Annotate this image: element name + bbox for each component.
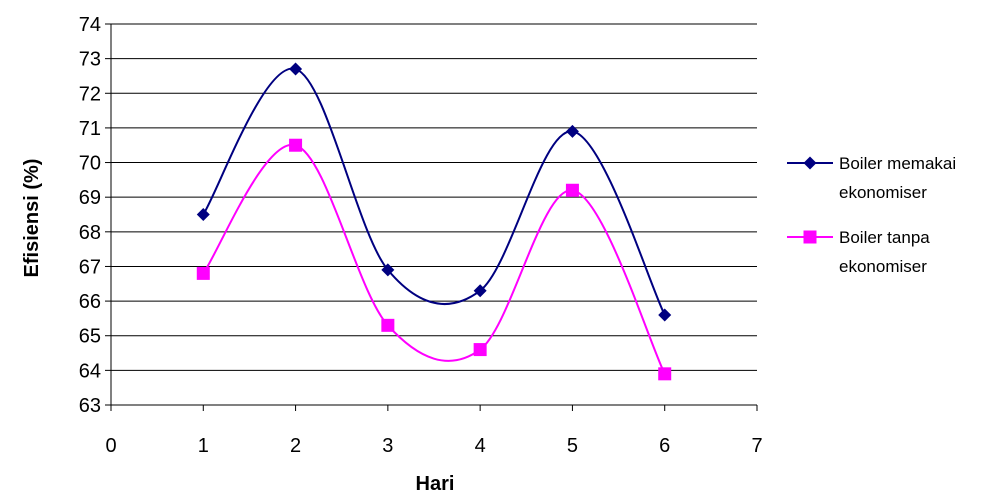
grid-lines <box>111 23 757 371</box>
legend-label-2-line-2: ekonomiser <box>839 257 927 276</box>
series-1-line <box>202 67 666 316</box>
series-2-point-4 <box>473 343 487 357</box>
x-tick-label-5: 5 <box>567 435 578 457</box>
legend: Boiler memakai ekonomiser Boiler tanpa ekon… <box>787 154 956 276</box>
series-2-point-2 <box>289 138 303 152</box>
y-tick-label-66: 66 <box>79 291 101 313</box>
series-1-point-6 <box>658 308 672 322</box>
series-1-point-4 <box>473 284 487 298</box>
y-tick-label-74: 74 <box>79 14 101 36</box>
series-2-point-5 <box>565 183 579 197</box>
y-tick-label-65: 65 <box>79 326 101 348</box>
y-tick-label-71: 71 <box>79 118 101 140</box>
y-tick-label-68: 68 <box>79 222 101 244</box>
series-2-line <box>202 144 666 375</box>
series-2-point-1 <box>196 266 210 280</box>
axes <box>105 23 758 411</box>
series-2 <box>196 138 672 381</box>
y-tick-labels: 63 64 65 66 67 68 69 70 71 72 73 74 <box>79 14 101 417</box>
legend-label-2-line-1: Boiler tanpa <box>839 228 930 247</box>
x-tick-label-1: 1 <box>198 435 209 457</box>
y-axis-title: Efisiensi (%) <box>21 159 43 278</box>
legend-marker-1 <box>803 156 817 170</box>
series-1-point-1 <box>196 208 210 221</box>
x-tick-label-2: 2 <box>290 435 301 457</box>
x-tick-label-7: 7 <box>751 435 762 457</box>
legend-marker-2 <box>803 230 817 244</box>
series-1-point-5 <box>565 124 579 138</box>
series-1-point-3 <box>381 263 395 277</box>
y-tick-label-63: 63 <box>79 395 101 417</box>
series-1-point-2 <box>289 62 303 76</box>
series-2-point-3 <box>381 318 395 332</box>
x-tick-labels: 0 1 2 3 4 5 6 7 <box>105 435 762 457</box>
series-1 <box>196 62 672 322</box>
series-layer <box>196 62 672 381</box>
legend-label-1-line-1: Boiler memakai <box>839 154 956 173</box>
y-tick-label-70: 70 <box>79 153 101 175</box>
y-tick-label-64: 64 <box>79 360 101 382</box>
y-tick-label-73: 73 <box>79 49 101 71</box>
legend-label-1-line-2: ekonomiser <box>839 183 927 202</box>
x-tick-label-0: 0 <box>105 435 116 457</box>
x-tick-label-3: 3 <box>382 435 393 457</box>
y-tick-label-69: 69 <box>79 187 101 209</box>
y-tick-label-72: 72 <box>79 83 101 105</box>
x-tick-label-6: 6 <box>659 435 670 457</box>
legend-item-2: Boiler tanpa ekonomiser <box>787 228 930 276</box>
y-tick-label-67: 67 <box>79 256 101 278</box>
x-tick-label-4: 4 <box>475 435 486 457</box>
legend-item-1: Boiler memakai ekonomiser <box>787 154 956 202</box>
series-2-point-6 <box>658 367 672 381</box>
x-axis-title: Hari <box>416 473 455 495</box>
